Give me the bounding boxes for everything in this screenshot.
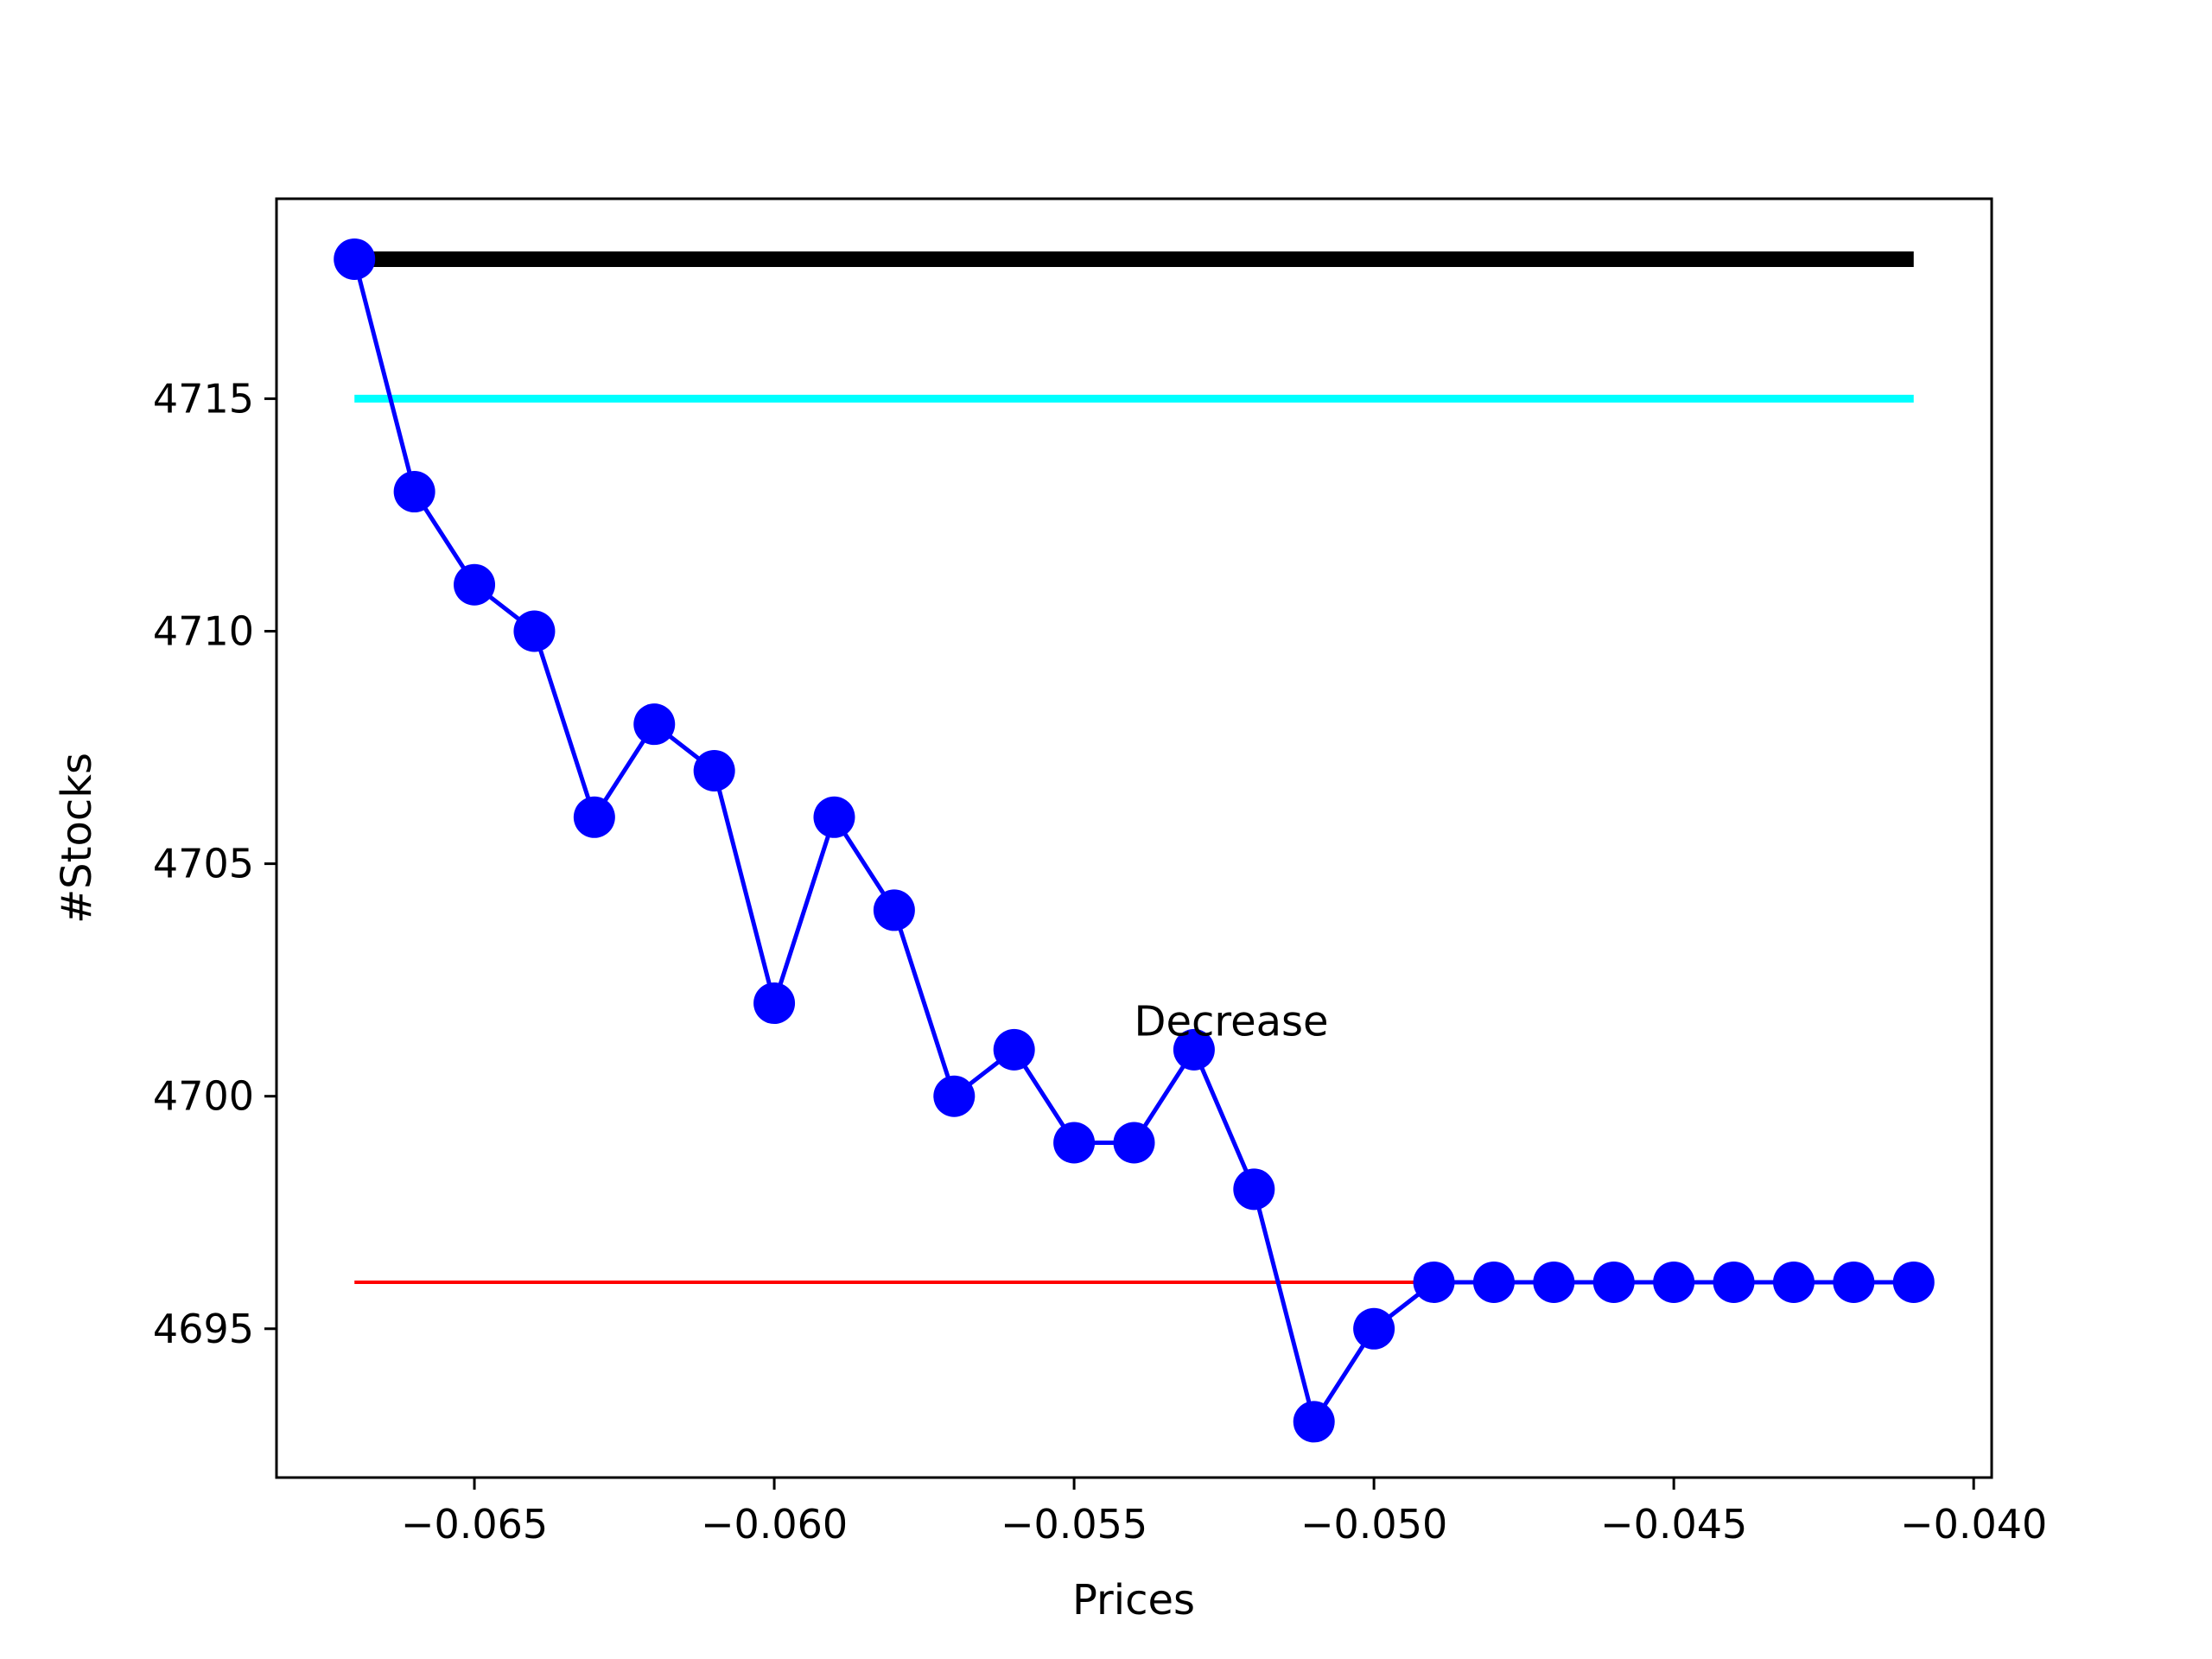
data-point (1713, 1261, 1755, 1303)
data-point (1233, 1168, 1275, 1211)
y-tick-label: 4715 (153, 375, 254, 422)
y-tick-label: 4710 (153, 608, 254, 655)
y-tick-label: 4695 (153, 1306, 254, 1352)
plot-frame (275, 197, 1993, 1479)
data-point (1653, 1261, 1695, 1303)
data-point (454, 563, 496, 606)
data-point (933, 1075, 976, 1117)
data-point (813, 796, 855, 838)
annotation-label: Decrease (1135, 998, 1329, 1046)
data-point (1113, 1122, 1155, 1164)
x-axis-label: Prices (1072, 1576, 1195, 1624)
series-layer (334, 238, 1935, 1443)
x-axis-ticks: −0.065 −0.060 −0.055 −0.050 −0.045 −0.040 (401, 1478, 2047, 1548)
data-point (693, 749, 735, 791)
data-point (1833, 1261, 1875, 1303)
x-tick-label: −0.045 (1600, 1501, 1747, 1548)
data-point (1592, 1261, 1635, 1303)
x-tick-label: −0.040 (1900, 1501, 2047, 1548)
data-point (753, 982, 796, 1025)
data-point (1892, 1261, 1935, 1303)
y-tick-label: 4705 (153, 841, 254, 887)
data-point (393, 471, 435, 513)
data-point (1353, 1307, 1395, 1350)
data-point (1533, 1261, 1575, 1303)
x-tick-label: −0.065 (401, 1501, 548, 1548)
data-point (633, 703, 676, 746)
y-axis-ticks: 4695 4700 4705 4710 4715 (153, 375, 276, 1352)
reference-lines (354, 251, 1914, 1284)
x-tick-label: −0.050 (1300, 1501, 1447, 1548)
data-point (1413, 1261, 1455, 1303)
data-point (1472, 1261, 1515, 1303)
data-point (993, 1028, 1035, 1071)
annotations: Decrease (1135, 998, 1329, 1046)
x-tick-label: −0.060 (701, 1501, 848, 1548)
data-point (1772, 1261, 1815, 1303)
data-point (573, 796, 615, 838)
x-tick-label: −0.055 (1001, 1501, 1147, 1548)
data-point (873, 889, 915, 931)
data-point (1293, 1401, 1335, 1443)
data-point (513, 610, 556, 652)
y-axis-label: #Stocks (53, 753, 101, 924)
data-point (1173, 1028, 1215, 1071)
data-point (334, 238, 376, 280)
y-tick-label: 4700 (153, 1073, 254, 1120)
data-point (1053, 1122, 1096, 1164)
